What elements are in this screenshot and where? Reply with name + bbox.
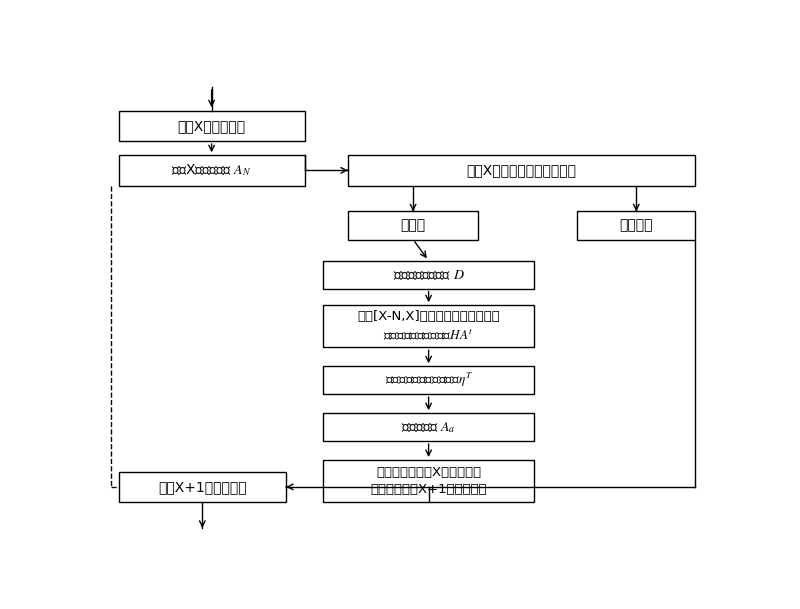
- Text: 计算X时刻背景场: 计算X时刻背景场: [178, 119, 246, 133]
- Text: 计算观测误差协方差矩阵$\eta^T$: 计算观测误差协方差矩阵$\eta^T$: [385, 371, 473, 389]
- Text: 计算X+1时刻背景场: 计算X+1时刻背景场: [158, 480, 246, 494]
- FancyBboxPatch shape: [323, 305, 534, 347]
- FancyBboxPatch shape: [348, 211, 478, 239]
- Text: 读取海流观测矩阵 $D$: 读取海流观测矩阵 $D$: [393, 268, 465, 282]
- Text: 判断X时刻是否存在观测数据: 判断X时刻是否存在观测数据: [466, 163, 577, 177]
- FancyBboxPatch shape: [323, 261, 534, 289]
- FancyBboxPatch shape: [323, 460, 534, 502]
- Text: 将分析场赋值给X时刻的初始
场，以此计算X+1时刻背景场: 将分析场赋值给X时刻的初始 场，以此计算X+1时刻背景场: [370, 466, 487, 496]
- FancyBboxPatch shape: [118, 471, 286, 502]
- FancyBboxPatch shape: [323, 413, 534, 441]
- FancyBboxPatch shape: [118, 155, 305, 186]
- Text: 提取[X-N,X]时刻的背景场数据，计
算背景误差协方差矩阵$HA^t$: 提取[X-N,X]时刻的背景场数据，计 算背景误差协方差矩阵$HA^t$: [358, 310, 500, 342]
- Text: 若不存在: 若不存在: [619, 219, 653, 233]
- Text: 计算分析场 $A_a$: 计算分析场 $A_a$: [402, 420, 456, 435]
- FancyBboxPatch shape: [578, 211, 695, 239]
- FancyBboxPatch shape: [348, 155, 695, 186]
- FancyBboxPatch shape: [323, 366, 534, 394]
- Text: 若存在: 若存在: [401, 219, 426, 233]
- Text: 保存X时刻背景场 $A_N$: 保存X时刻背景场 $A_N$: [171, 163, 252, 178]
- FancyBboxPatch shape: [118, 111, 305, 141]
